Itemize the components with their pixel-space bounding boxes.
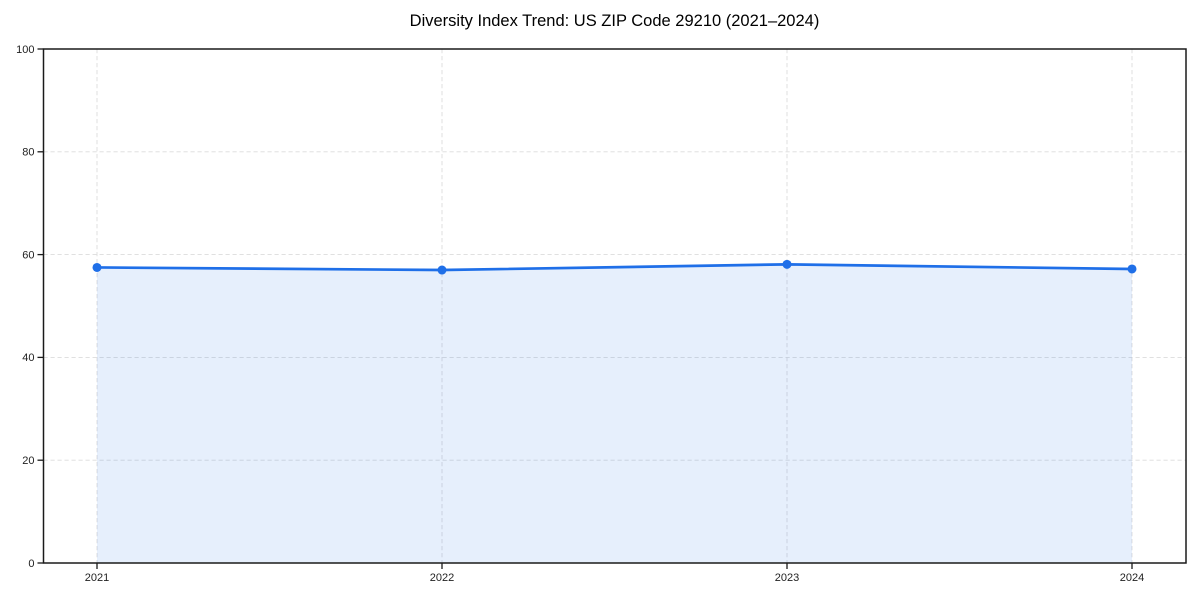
y-tick-label: 100 [16, 44, 34, 56]
y-tick-label: 0 [28, 558, 34, 570]
data-point-2023 [782, 259, 792, 269]
trend-line [95, 263, 1134, 272]
x-tick-label: 2023 [775, 572, 799, 584]
y-tick-label: 40 [22, 352, 34, 364]
data-point-2024 [1127, 264, 1137, 274]
axis-frame [42, 48, 1187, 564]
chart-title: Diversity Index Trend: US ZIP Code 29210… [409, 12, 820, 30]
y-tick-label: 20 [22, 455, 34, 467]
x-tick-label: 2022 [430, 572, 454, 584]
y-tick-label: 80 [22, 147, 34, 159]
trend-area [97, 264, 1132, 563]
x-tick-label: 2021 [85, 572, 109, 584]
data-point-2021 [92, 262, 102, 272]
x-tick-label: 2024 [1120, 572, 1144, 584]
y-tick-label: 60 [22, 249, 34, 261]
data-point-2022 [437, 265, 447, 275]
